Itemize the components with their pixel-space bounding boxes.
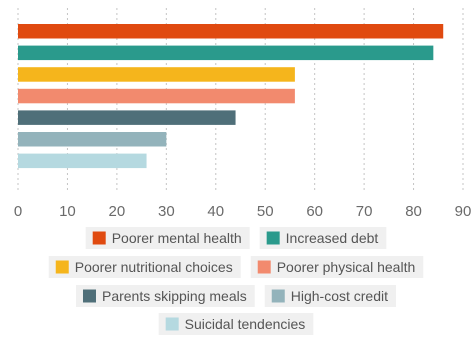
x-tick-label: 0 [14, 203, 22, 220]
legend-item-bg [250, 256, 424, 278]
bar-4 [18, 88, 295, 104]
legend-swatch [92, 231, 106, 245]
legend-item-1: Poorer mental health [85, 227, 250, 249]
legend-item-bg [48, 256, 241, 278]
legend-label: Poorer nutritional choices [75, 259, 233, 275]
legend-label: Parents skipping meals [102, 288, 247, 304]
bar-6 [18, 132, 167, 147]
legend-item-5: Parents skipping meals [75, 285, 255, 307]
legend-item-bg [259, 227, 387, 249]
legend-label: Increased debt [286, 230, 379, 246]
bar-7 [18, 153, 147, 169]
legend-item-bg [264, 285, 397, 307]
bar-1 [18, 24, 444, 39]
bar-2 [18, 45, 434, 61]
legend-swatch [257, 260, 271, 274]
legend-swatch [165, 317, 179, 331]
legend-label: Suicidal tendencies [185, 316, 306, 332]
legend-item-3: Poorer nutritional choices [48, 256, 241, 278]
legend-item-7: Suicidal tendencies [158, 313, 314, 335]
legend-swatch [55, 260, 69, 274]
legend-swatch [266, 231, 280, 245]
legend-label: High-cost credit [291, 288, 388, 304]
legend-item-2: Increased debt [259, 227, 387, 249]
legend: Poorer mental health Increased debt Poorer… [48, 227, 424, 335]
bar-3 [18, 67, 295, 82]
x-tick-label: 50 [257, 203, 274, 220]
x-tick-label: 30 [158, 203, 175, 220]
x-tick-label: 10 [59, 203, 76, 220]
x-tick-label: 90 [455, 203, 472, 220]
x-tick-label: 60 [306, 203, 323, 220]
x-tick-label: 40 [207, 203, 224, 220]
legend-label: Poorer mental health [112, 230, 242, 246]
legend-item-bg [75, 285, 255, 307]
legend-item-bg [85, 227, 250, 249]
legend-item-6: High-cost credit [264, 285, 397, 307]
x-axis-ticks: 0 10 20 30 40 50 60 70 80 90 [14, 203, 472, 220]
legend-swatch [82, 289, 96, 303]
legend-label: Poorer physical health [277, 259, 416, 275]
x-tick-label: 20 [109, 203, 126, 220]
x-tick-label: 70 [356, 203, 373, 220]
bar-5 [18, 110, 236, 125]
legend-item-bg [158, 313, 314, 335]
x-tick-label: 80 [405, 203, 422, 220]
legend-swatch [271, 289, 285, 303]
bars [18, 24, 444, 169]
legend-item-4: Poorer physical health [250, 256, 424, 278]
